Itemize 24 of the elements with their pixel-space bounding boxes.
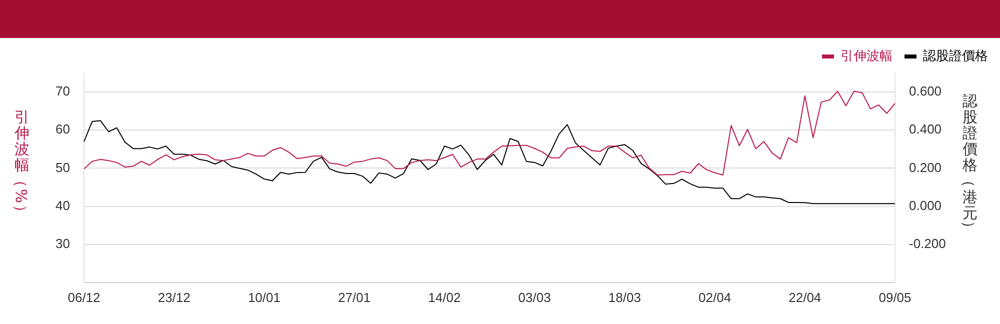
y-tick-label: 50 [56, 160, 70, 175]
text: 認股證價格（港元） [960, 92, 978, 236]
legend-label: 認股證價格 [923, 48, 988, 64]
y2-tick-label: 0.400 [909, 122, 942, 137]
x-tick-label: 09/05 [878, 290, 912, 305]
y-tick-label: 70 [56, 84, 70, 99]
y2-tick-label: 0.200 [909, 160, 942, 175]
y2-tick-label: 0.000 [909, 198, 942, 213]
x-tick-label: 27/01 [338, 290, 371, 305]
x-tick-label: 18/03 [608, 290, 641, 305]
x-tick-label: 06/12 [68, 290, 100, 305]
y-tick-label: 60 [56, 122, 70, 137]
x-tick-label: 10/01 [248, 290, 280, 305]
y-tick-label: 40 [56, 198, 70, 213]
y2-tick-label: 0.600 [909, 84, 942, 99]
x-tick-label: 14/02 [428, 290, 461, 305]
x-tick-label: 03/03 [518, 290, 551, 305]
y2-tick-label: -0.200 [909, 236, 946, 251]
y-tick-label: 30 [56, 236, 70, 251]
x-tick-label: 22/04 [788, 290, 822, 305]
y-axis-title: 引伸波幅（%） [12, 108, 30, 220]
x-tick-label: 02/04 [698, 290, 732, 305]
x-tick-label: 23/12 [158, 290, 190, 305]
legend-label: 引伸波幅 [840, 48, 892, 64]
